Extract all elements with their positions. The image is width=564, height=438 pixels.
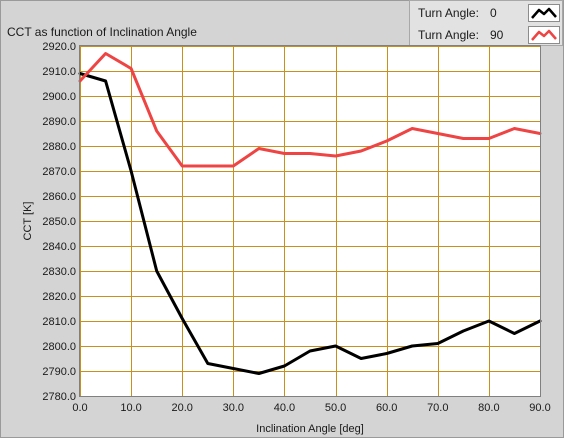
series-0-point <box>155 270 158 272</box>
series-0-point <box>258 372 260 375</box>
x-axis-label: Inclination Angle [deg] <box>256 423 364 435</box>
y-tick-labels: 2780.0 2790.0 2800.0 2810.0 2820.0 2830.0 2840… <box>42 41 76 403</box>
series-0-point <box>437 342 439 345</box>
series-1-point <box>155 130 158 132</box>
series-0-point <box>283 365 286 367</box>
y-tick-label: 2900.0 <box>42 91 76 103</box>
y-tick-label: 2820.0 <box>42 291 76 303</box>
x-tick-label: 20.0 <box>172 402 193 414</box>
series-1-point <box>488 137 490 140</box>
series-0-point <box>232 367 235 370</box>
legend-swatch-black-line-icon[interactable] <box>528 4 560 22</box>
legend-label: Turn Angle: <box>418 6 479 20</box>
series-1-point <box>181 165 183 167</box>
x-tick-label: 90.0 <box>529 402 550 414</box>
plot-border <box>79 45 541 397</box>
series-1-point <box>207 165 209 167</box>
y-tick-label: 2860.0 <box>42 191 76 203</box>
y-tick-label: 2790.0 <box>42 366 76 378</box>
x-tick-label: 70.0 <box>427 402 448 414</box>
series-1-point <box>309 152 311 155</box>
series-0-point <box>334 345 337 347</box>
y-tick-label: 2920.0 <box>42 41 76 53</box>
series-0-point <box>130 170 132 172</box>
legend-label: Turn Angle: <box>418 28 479 42</box>
y-tick-label: 2870.0 <box>42 166 76 178</box>
y-tick-label: 2810.0 <box>42 316 76 328</box>
grid-lines <box>80 46 541 397</box>
series-0-point <box>462 330 465 332</box>
y-tick-label: 2800.0 <box>42 341 76 353</box>
series-1-point <box>385 140 388 142</box>
chart-title: CCT as function of Inclination Angle <box>7 25 197 39</box>
series-1-point <box>258 147 260 150</box>
legend-swatch-red-line-icon[interactable] <box>528 26 560 44</box>
y-tick-label: 2890.0 <box>42 116 76 128</box>
series-0-point <box>385 352 388 355</box>
series-lines <box>78 52 542 375</box>
x-tick-label: 40.0 <box>274 402 295 414</box>
x-tick-label: 0.0 <box>72 402 87 414</box>
series-1-point <box>462 137 465 140</box>
x-tick-label: 30.0 <box>223 402 244 414</box>
chart-legend: Turn Angle: 0 Turn Angle: 90 <box>409 0 563 46</box>
series-0-point <box>360 357 362 360</box>
y-tick-label: 2880.0 <box>42 141 76 153</box>
series-1-point <box>334 155 337 157</box>
series-1-point <box>130 67 132 70</box>
legend-item-turn-angle-0[interactable]: Turn Angle: 0 <box>410 2 562 24</box>
series-1-point <box>437 132 439 135</box>
y-tick-label: 2830.0 <box>42 266 76 278</box>
y-axis-label: CCT [K] <box>22 202 34 241</box>
series-1-point <box>283 152 286 155</box>
series-0-point <box>309 350 311 352</box>
x-tick-label: 10.0 <box>120 402 141 414</box>
series-0-point <box>513 332 516 335</box>
legend-value: 0 <box>490 6 497 20</box>
legend-item-turn-angle-90[interactable]: Turn Angle: 90 <box>410 24 562 46</box>
series-0-point <box>411 345 414 347</box>
series-1-point <box>104 52 107 55</box>
x-tick-label: 60.0 <box>376 402 397 414</box>
y-tick-label: 2780.0 <box>42 391 76 403</box>
series-0-point <box>207 362 209 365</box>
series-0-point <box>181 317 183 320</box>
series-0-point <box>488 320 490 322</box>
x-tick-label: 50.0 <box>325 402 346 414</box>
x-tick-labels: 0.0 10.0 20.0 30.0 40.0 50.0 60.0 70.0 80.0 90.0 <box>72 402 550 414</box>
x-tick-label: 80.0 <box>478 402 499 414</box>
series-1-point <box>411 127 414 130</box>
series-1-point <box>232 165 235 167</box>
y-tick-label: 2840.0 <box>42 241 76 253</box>
series-1-point <box>360 150 362 152</box>
series-1-point <box>513 127 516 130</box>
series-0-point <box>104 80 107 82</box>
y-tick-label: 2910.0 <box>42 66 76 78</box>
legend-value: 90 <box>490 28 504 42</box>
y-tick-label: 2850.0 <box>42 216 76 228</box>
